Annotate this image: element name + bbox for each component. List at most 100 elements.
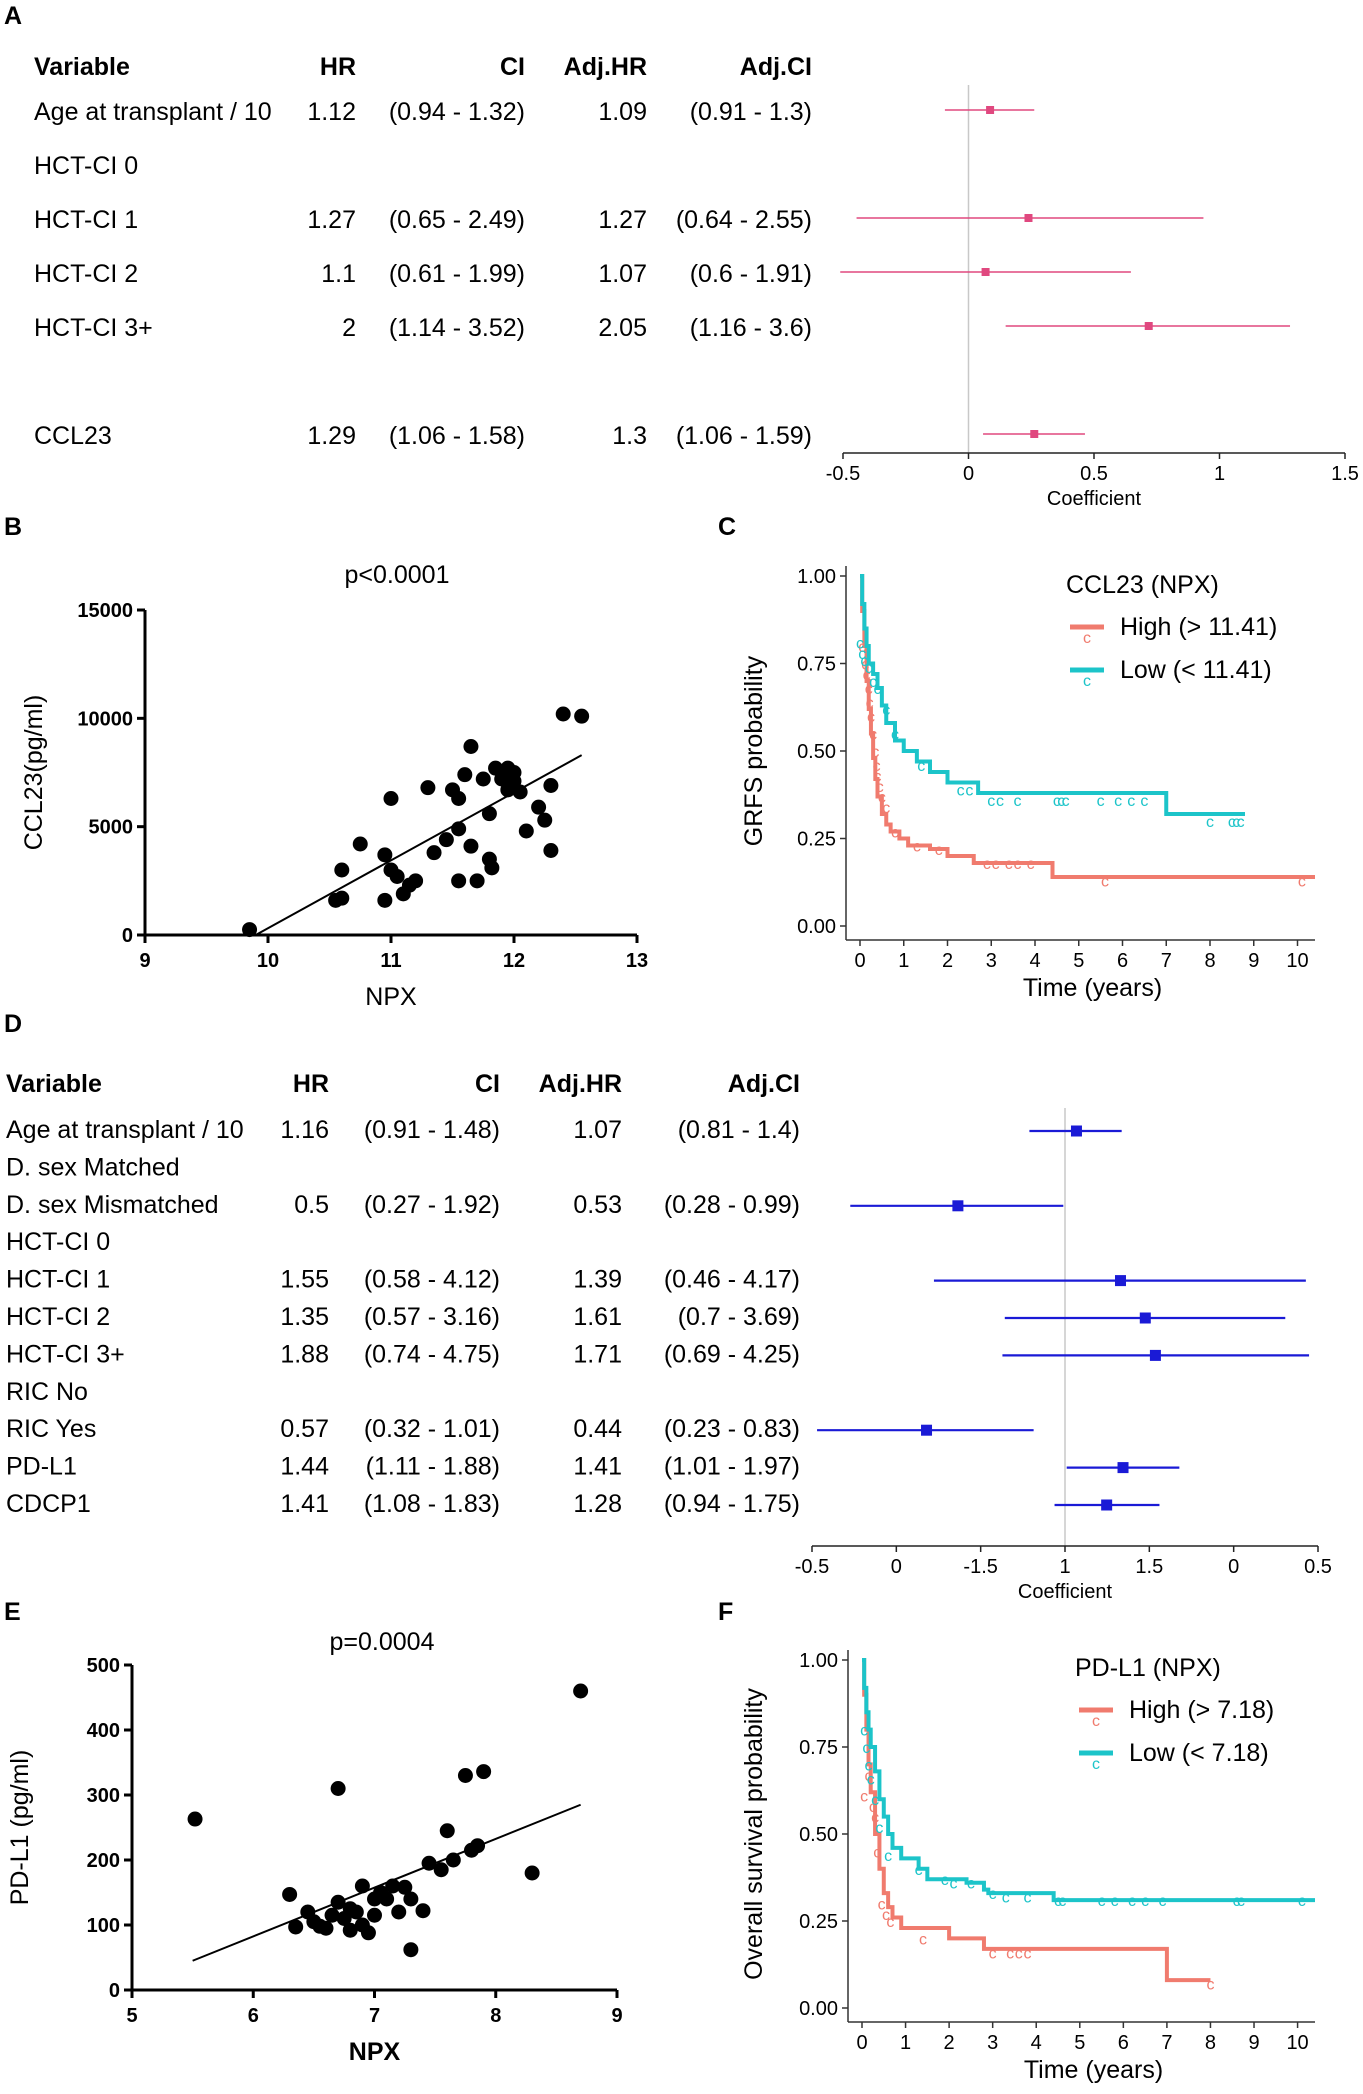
- cell-variable: HCT-CI 3+: [6, 1340, 125, 1368]
- censor-mark: c: [1127, 793, 1135, 810]
- scatter-point: [330, 1894, 346, 1910]
- cell-adj-ci: (0.94 - 1.75): [664, 1490, 800, 1518]
- panel-label-d: D: [4, 1010, 22, 1038]
- scatter-plot-b: 9 10 11 12 13 0 5000 10000 15000 NPX CCL23(pg/ml) p…: [20, 561, 648, 1011]
- y-tick-label: 1.00: [799, 1650, 838, 1672]
- cell-adj-ci: (0.46 - 4.17): [664, 1266, 800, 1294]
- km-curve: [862, 1658, 1315, 1903]
- y-tick-label: 0.50: [797, 741, 836, 763]
- scatter-point: [457, 767, 473, 783]
- point-estimate: [1149, 1349, 1161, 1361]
- censor-mark: c: [996, 793, 1004, 810]
- scatter-point: [383, 791, 399, 806]
- scatter-point: [573, 1683, 589, 1699]
- censor-mark: c: [865, 1768, 873, 1785]
- panel-label-f: F: [718, 1598, 733, 1626]
- table-row: HCT-CI 2 1.35 (0.57 - 3.16) 1.61 (0.7 - 3.69…: [6, 1303, 800, 1331]
- censor-mark: c: [917, 758, 925, 775]
- censor-mark: c: [891, 727, 899, 744]
- x-axis-label: Time (years): [1024, 2056, 1163, 2084]
- cell-variable: HCT-CI 0: [6, 1228, 110, 1256]
- censor-mark: c: [876, 779, 884, 796]
- censor-mark: c: [1114, 793, 1122, 810]
- censor-mark: c: [965, 783, 973, 800]
- cell-adj-hr: 1.3: [612, 422, 647, 450]
- censor-mark: c: [957, 783, 965, 800]
- x-tick-label: 1.5: [1135, 1556, 1163, 1578]
- x-tick-label: 8: [1205, 2032, 1216, 2054]
- x-tick-label: 2: [944, 2032, 955, 2054]
- censor-mark: c: [867, 1771, 875, 1788]
- x-tick-label: 10: [1286, 950, 1308, 972]
- x-tick-label: 9: [1248, 2032, 1259, 2054]
- censor-mark: c: [858, 639, 866, 656]
- scatter-point: [543, 778, 559, 793]
- censor-mark: c: [913, 839, 921, 856]
- censor-mark: c: [1140, 793, 1148, 810]
- cell-ci: (0.74 - 4.75): [364, 1340, 500, 1368]
- y-tick-label: 0.75: [797, 654, 836, 676]
- y-tick-label: 10000: [77, 708, 133, 730]
- x-axis-label: Coefficient: [1018, 1581, 1113, 1603]
- scatter-point: [433, 1862, 449, 1878]
- table-row: RIC No: [6, 1378, 88, 1406]
- cell-adj-ci: (1.06 - 1.59): [676, 422, 812, 450]
- y-tick-label: 200: [87, 1850, 120, 1872]
- censor-mark: c: [878, 790, 886, 807]
- x-tick-label: 0: [963, 463, 974, 485]
- cell-hr: 1.55: [280, 1266, 329, 1294]
- cell-ci: (1.11 - 1.88): [366, 1453, 500, 1481]
- scatter-point: [531, 799, 547, 815]
- censor-mark: c: [1101, 874, 1109, 891]
- scatter-point: [426, 845, 442, 861]
- table-d-header-variable: Variable: [6, 1070, 102, 1098]
- scatter-point: [391, 1904, 407, 1920]
- legend-title: CCL23 (NPX): [1066, 571, 1219, 599]
- point-estimate: [1144, 322, 1153, 330]
- legend-censor-mark: c: [1083, 630, 1091, 647]
- censor-mark: c: [1014, 793, 1022, 810]
- cell-ci: (0.91 - 1.48): [364, 1116, 500, 1144]
- y-axis-label: PD-L1 (pg/ml): [6, 1750, 34, 1906]
- table-row: PD-L1 1.44 (1.11 - 1.88) 1.41 (1.01 - 1.97): [6, 1453, 800, 1481]
- scatter-point: [242, 922, 258, 938]
- censor-mark: c: [860, 1789, 868, 1806]
- cell-variable: HCT-CI 0: [34, 152, 138, 180]
- x-tick-label: 10: [257, 950, 279, 972]
- y-tick-label: 400: [87, 1720, 120, 1742]
- scatter-point: [543, 843, 559, 858]
- censor-mark: c: [1002, 1890, 1010, 1907]
- scatter-point: [445, 1852, 461, 1868]
- scatter-point: [334, 890, 350, 906]
- y-tick-label: 0.25: [797, 829, 836, 851]
- censor-mark: c: [891, 825, 899, 842]
- table-d-header-hr: HR: [293, 1070, 329, 1098]
- censor-mark: c: [869, 674, 877, 691]
- scatter-point: [574, 708, 590, 724]
- x-tick-label: 2: [942, 950, 953, 972]
- censor-mark: c: [884, 1848, 892, 1865]
- point-estimate: [981, 268, 990, 276]
- regression-line: [255, 754, 583, 936]
- cell-adj-ci: (0.28 - 0.99): [664, 1191, 800, 1219]
- cell-hr: 1.1: [321, 260, 356, 288]
- y-tick-label: 0: [122, 925, 133, 947]
- cell-adj-ci: (1.01 - 1.97): [664, 1453, 800, 1481]
- censor-mark: c: [873, 758, 881, 775]
- censor-mark: c: [1232, 814, 1240, 831]
- scatter-point: [187, 1811, 203, 1827]
- point-estimate: [1117, 1462, 1129, 1474]
- censor-mark: c: [1054, 1893, 1062, 1910]
- scatter-point: [334, 862, 350, 878]
- cell-adj-hr: 1.61: [573, 1303, 622, 1331]
- panel-label-a: A: [4, 2, 22, 30]
- scatter-point: [352, 836, 368, 852]
- censor-mark: c: [1237, 1893, 1245, 1910]
- x-tick-label: 0: [891, 1556, 902, 1578]
- scatter-point: [377, 892, 393, 908]
- legend-title: PD-L1 (NPX): [1075, 1654, 1221, 1682]
- x-tick-label: -0.5: [795, 1556, 829, 1578]
- y-tick-label: 0.25: [799, 1911, 838, 1933]
- cell-ci: (0.57 - 3.16): [364, 1303, 500, 1331]
- x-tick-label: 13: [626, 950, 648, 972]
